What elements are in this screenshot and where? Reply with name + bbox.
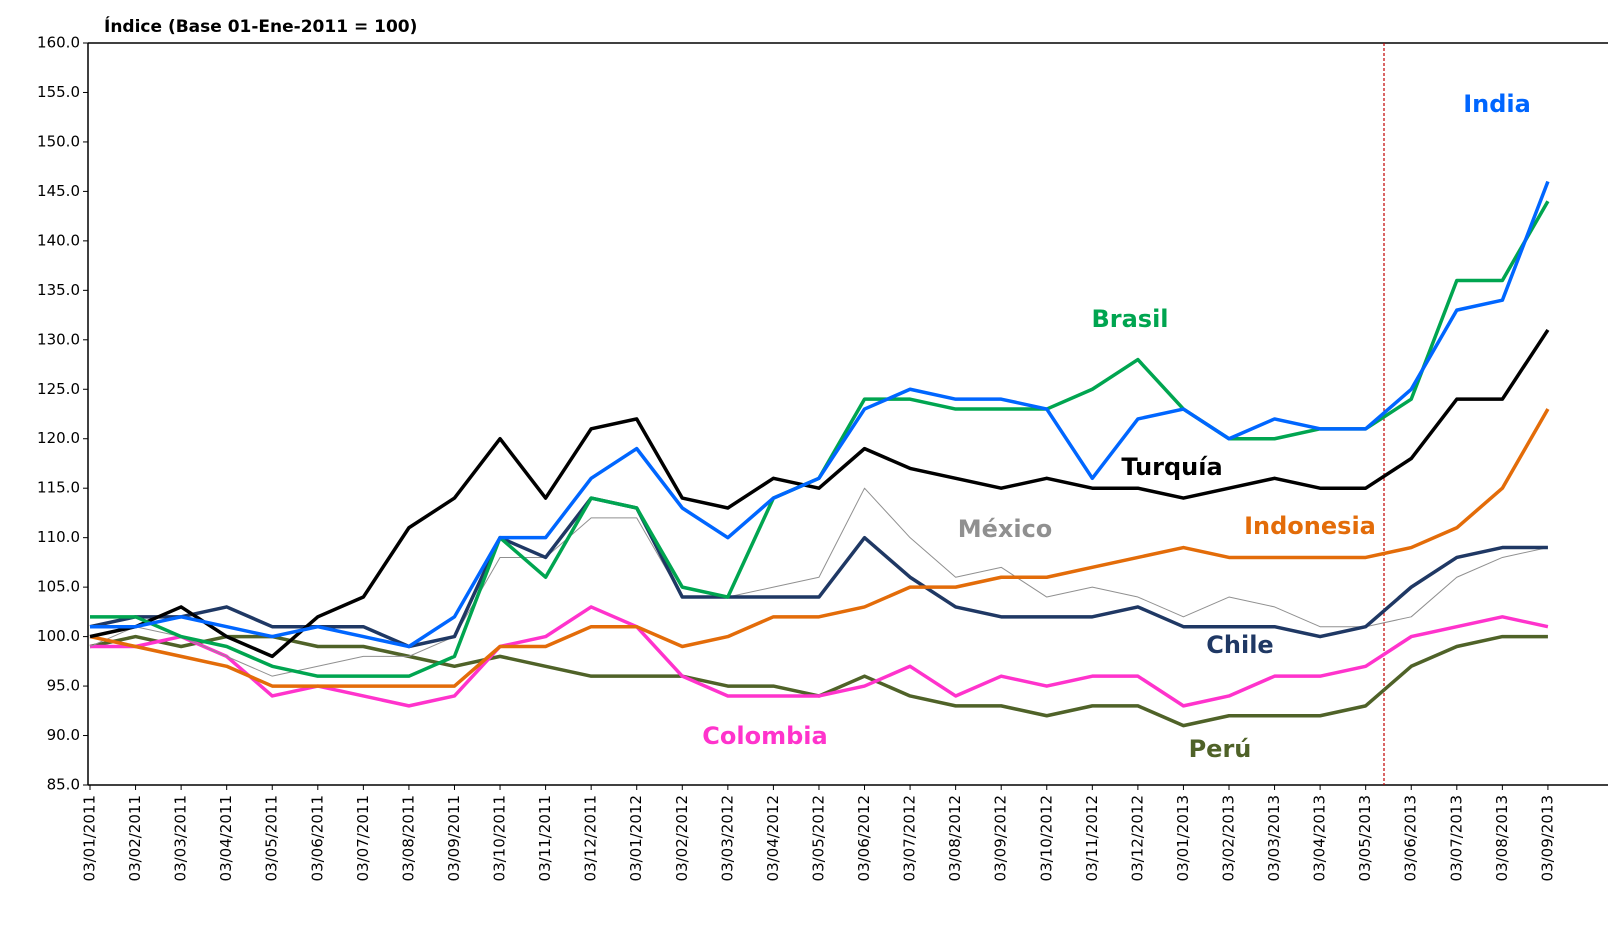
x-tick-label: 03/06/2011 xyxy=(308,795,326,881)
y-tick-label: 115.0 xyxy=(37,479,80,497)
series-line xyxy=(89,328,1550,659)
series-label: Turquía xyxy=(1121,453,1222,481)
y-tick-label: 145.0 xyxy=(37,182,80,200)
x-tick-label: 03/12/2011 xyxy=(582,795,600,881)
series-line xyxy=(89,634,1548,728)
y-tick-label: 135.0 xyxy=(37,281,80,299)
x-tick-label: 03/07/2013 xyxy=(1447,795,1465,881)
x-tick-label: 03/03/2011 xyxy=(172,795,190,881)
x-tick-label: 03/02/2011 xyxy=(126,795,144,881)
x-tick-label: 03/09/2013 xyxy=(1538,795,1556,881)
series-line xyxy=(89,496,1548,649)
x-tick-label: 03/05/2013 xyxy=(1356,795,1374,881)
y-tick-label: 160.0 xyxy=(37,34,80,52)
x-tick-label: 03/01/2013 xyxy=(1174,795,1192,881)
x-tick-label: 03/03/2013 xyxy=(1265,795,1283,881)
series-label: Perú xyxy=(1189,735,1252,763)
y-tick-label: 140.0 xyxy=(37,231,80,249)
y-tick-label: 110.0 xyxy=(37,528,80,546)
y-tick-label: 105.0 xyxy=(37,578,80,596)
x-tick-label: 03/06/2012 xyxy=(855,795,873,881)
x-tick-label: 03/04/2013 xyxy=(1311,795,1329,881)
x-tick-label: 03/12/2012 xyxy=(1128,795,1146,881)
series-label: India xyxy=(1463,90,1531,118)
y-tick-label: 130.0 xyxy=(37,330,80,348)
x-tick-label: 03/04/2011 xyxy=(217,795,235,881)
y-tick-label: 95.0 xyxy=(47,677,80,695)
series-line xyxy=(89,408,1550,688)
y-tick-label: 150.0 xyxy=(37,132,80,150)
series-line xyxy=(89,487,1549,677)
series-label: Brasil xyxy=(1091,305,1168,333)
x-tick-label: 03/09/2012 xyxy=(992,795,1010,881)
x-tick-label: 03/02/2013 xyxy=(1220,795,1238,881)
y-tick-label: 85.0 xyxy=(47,776,80,794)
series-label: Colombia xyxy=(702,722,827,750)
series-line xyxy=(90,605,1549,708)
x-tick-label: 03/06/2013 xyxy=(1402,795,1420,881)
y-tick-label: 100.0 xyxy=(37,627,80,645)
x-tick-label: 03/05/2011 xyxy=(263,795,281,881)
y-tick-label: 125.0 xyxy=(37,380,80,398)
x-tick-label: 03/08/2012 xyxy=(946,795,964,881)
x-tick-label: 03/07/2011 xyxy=(354,795,372,881)
x-tick-label: 03/10/2012 xyxy=(1037,795,1055,881)
x-tick-label: 03/10/2011 xyxy=(491,795,509,881)
y-tick-label: 120.0 xyxy=(37,429,80,447)
x-tick-label: 03/07/2012 xyxy=(901,795,919,881)
x-tick-label: 03/03/2012 xyxy=(718,795,736,881)
x-tick-label: 03/08/2011 xyxy=(399,795,417,881)
x-tick-label: 03/05/2012 xyxy=(809,795,827,881)
x-tick-label: 03/04/2012 xyxy=(764,795,782,881)
series-label: México xyxy=(958,515,1053,543)
x-tick-label: 03/09/2011 xyxy=(445,795,463,881)
x-tick-label: 03/11/2011 xyxy=(536,795,554,881)
x-tick-label: 03/01/2012 xyxy=(627,795,645,881)
x-tick-label: 03/08/2013 xyxy=(1493,795,1511,881)
series-label: Indonesia xyxy=(1244,512,1376,540)
series-label: Chile xyxy=(1206,631,1273,659)
series-line xyxy=(90,180,1550,649)
x-tick-label: 03/11/2012 xyxy=(1083,795,1101,881)
x-tick-label: 03/02/2012 xyxy=(673,795,691,881)
series-line xyxy=(90,200,1550,678)
y-tick-label: 155.0 xyxy=(37,83,80,101)
y-tick-label: 90.0 xyxy=(47,726,80,744)
x-tick-label: 03/01/2011 xyxy=(81,795,99,881)
chart-title: Índice (Base 01-Ene-2011 = 100) xyxy=(104,15,417,37)
